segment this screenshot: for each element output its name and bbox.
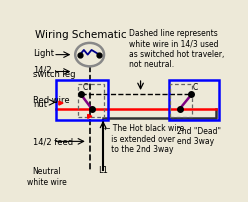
Text: Dashed line represents
white wire in 14/3 used
as switched hot traveler,
not neu: Dashed line represents white wire in 14/… — [129, 29, 224, 69]
Text: L1: L1 — [98, 165, 108, 174]
Text: nut: nut — [33, 99, 47, 108]
Bar — [170, 85, 192, 118]
Text: switch leg: switch leg — [33, 70, 75, 79]
Text: 2nd "Dead"
end 3way: 2nd "Dead" end 3way — [177, 126, 221, 145]
Bar — [56, 81, 108, 121]
Text: Wiring Schematic: Wiring Schematic — [35, 30, 126, 40]
Bar — [169, 81, 219, 121]
Text: Light: Light — [33, 48, 54, 58]
Text: C: C — [82, 83, 88, 92]
Text: Neutral
white wire: Neutral white wire — [27, 167, 66, 186]
Polygon shape — [88, 115, 92, 119]
Polygon shape — [59, 102, 63, 105]
Text: 14/2: 14/2 — [33, 66, 52, 75]
Text: Red wire: Red wire — [33, 96, 69, 105]
Bar — [78, 85, 104, 118]
Text: ← The Hot black wire
   is extended over
   to the 2nd 3way: ← The Hot black wire is extended over to… — [104, 124, 184, 154]
Text: 14/2 feed: 14/2 feed — [33, 137, 73, 146]
Text: C: C — [193, 83, 198, 92]
